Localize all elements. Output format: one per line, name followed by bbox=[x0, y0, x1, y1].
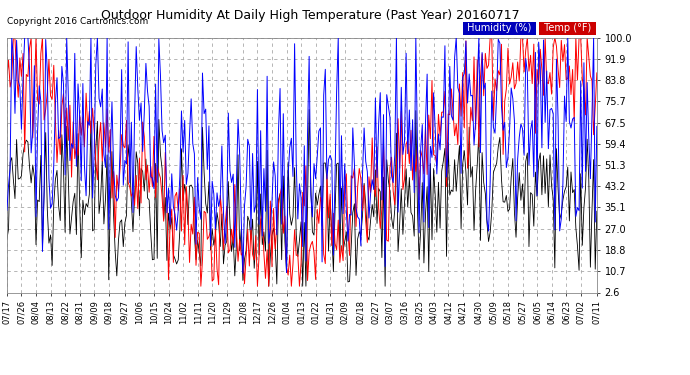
Text: Humidity (%): Humidity (%) bbox=[464, 24, 535, 33]
Text: Copyright 2016 Cartronics.com: Copyright 2016 Cartronics.com bbox=[7, 17, 148, 26]
Text: Outdoor Humidity At Daily High Temperature (Past Year) 20160717: Outdoor Humidity At Daily High Temperatu… bbox=[101, 9, 520, 22]
Text: Temp (°F): Temp (°F) bbox=[541, 24, 594, 33]
